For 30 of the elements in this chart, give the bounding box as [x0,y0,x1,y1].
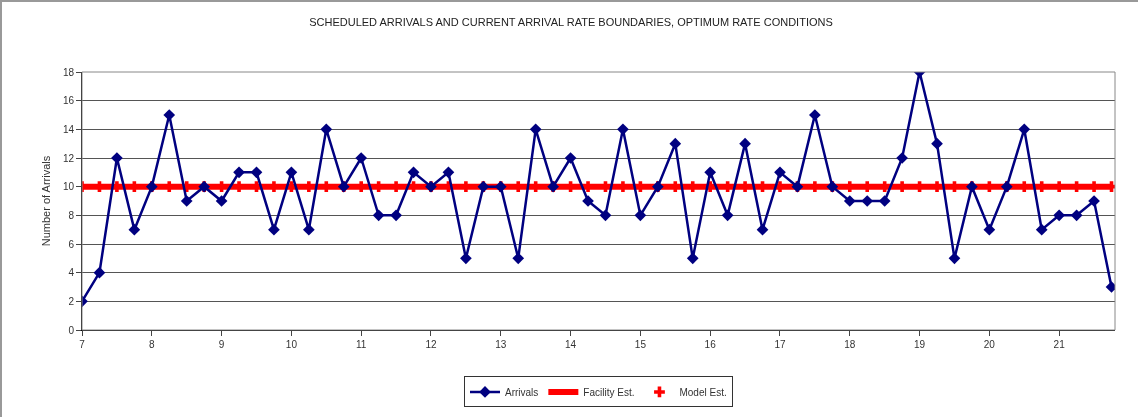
y-tick-label: 16 [62,95,75,107]
x-tick-label: 15 [634,339,647,350]
x-tick-label: 14 [565,339,577,350]
chart-title: SCHEDULED ARRIVALS AND CURRENT ARRIVAL RATE BOUNDARIES, OPTIMUM RATE CONDITIONS [309,16,833,29]
y-tick-label: 12 [62,152,75,164]
x-tick-label: 10 [285,339,298,350]
y-tick-label: 4 [68,267,75,279]
legend-label: Model Est. [679,386,727,398]
y-tick-label: 10 [62,181,75,193]
y-tick-label: 6 [68,238,75,250]
legend-label: Facility Est. [583,386,635,398]
x-tick-label: 9 [218,339,225,350]
y-tick-label: 8 [68,209,75,221]
x-tick-label: 20 [983,339,996,350]
x-tick-label: 7 [79,339,86,350]
x-tick-label: 12 [425,339,437,350]
x-tick-label: 11 [355,339,367,350]
x-tick-label: 16 [704,339,717,350]
y-tick-label: 0 [68,324,75,336]
legend-label: Arrivals [505,386,539,398]
x-tick-label: 17 [774,339,786,350]
y-tick-label: 18 [62,66,75,78]
y-tick-label: 14 [62,123,75,135]
x-tick-label: 21 [1053,339,1066,350]
x-tick-label: 18 [844,339,856,350]
x-tick-label: 8 [149,339,156,350]
x-tick-label: 13 [495,339,507,350]
x-tick-label: 19 [914,339,926,350]
y-axis-title: Number of Arrivals [40,155,52,247]
y-tick-label: 2 [68,295,75,307]
